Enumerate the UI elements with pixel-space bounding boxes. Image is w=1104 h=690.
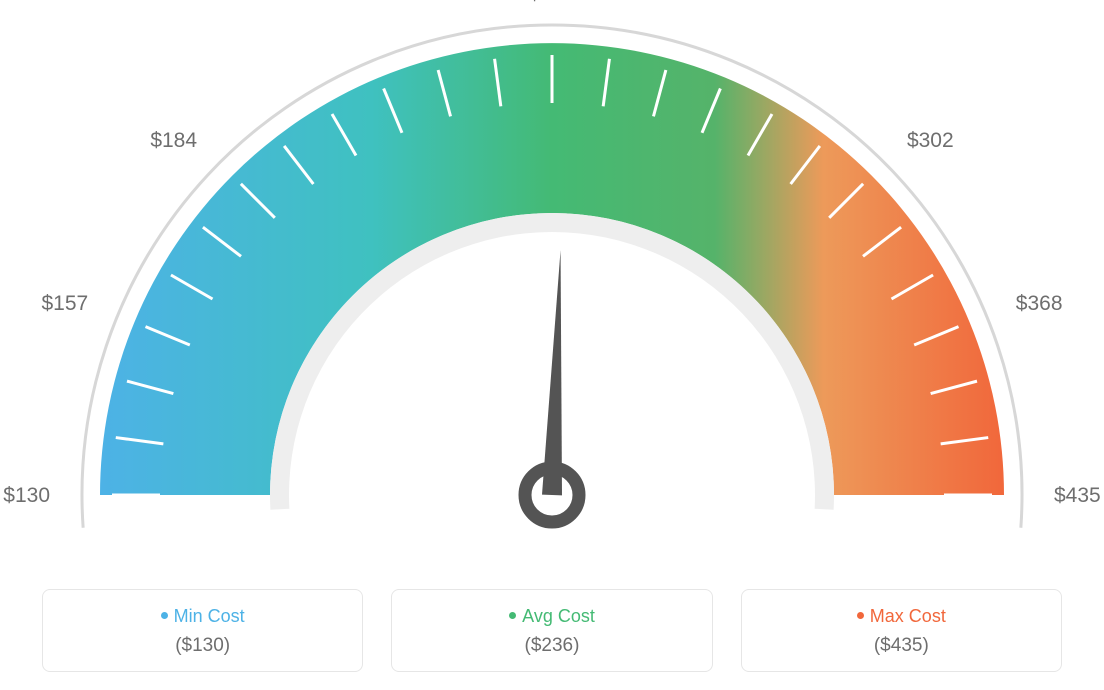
legend-dot-max — [857, 612, 864, 619]
legend-value-min: ($130) — [43, 635, 362, 657]
legend-value-max: ($435) — [742, 635, 1061, 657]
svg-text:$236: $236 — [529, 0, 576, 5]
legend-card-min: Min Cost ($130) — [42, 589, 363, 672]
gauge-svg: $130 $157 $184 $236 $302 $368 $435 — [0, 0, 1104, 560]
legend-dot-min — [161, 612, 168, 619]
legend-title-min: Min Cost — [43, 606, 362, 627]
legend-value-avg: ($236) — [392, 635, 711, 657]
legend-card-avg: Avg Cost ($236) — [391, 589, 712, 672]
legend-title-max: Max Cost — [742, 606, 1061, 627]
legend-title-avg: Avg Cost — [392, 606, 711, 627]
cost-gauge-container: $130 $157 $184 $236 $302 $368 $435 Min Cost ($… — [0, 0, 1104, 690]
svg-text:$435: $435 — [1054, 484, 1101, 507]
svg-text:$368: $368 — [1016, 292, 1063, 315]
legend-label-min: Min Cost — [174, 606, 245, 626]
svg-text:$302: $302 — [907, 129, 954, 152]
legend-row: Min Cost ($130) Avg Cost ($236) Max Cost… — [0, 589, 1104, 672]
svg-text:$157: $157 — [41, 292, 88, 315]
svg-text:$184: $184 — [150, 129, 197, 152]
legend-label-avg: Avg Cost — [522, 606, 595, 626]
legend-card-max: Max Cost ($435) — [741, 589, 1062, 672]
gauge-chart: $130 $157 $184 $236 $302 $368 $435 — [0, 0, 1104, 560]
legend-dot-avg — [509, 612, 516, 619]
svg-text:$130: $130 — [3, 484, 50, 507]
legend-label-max: Max Cost — [870, 606, 946, 626]
